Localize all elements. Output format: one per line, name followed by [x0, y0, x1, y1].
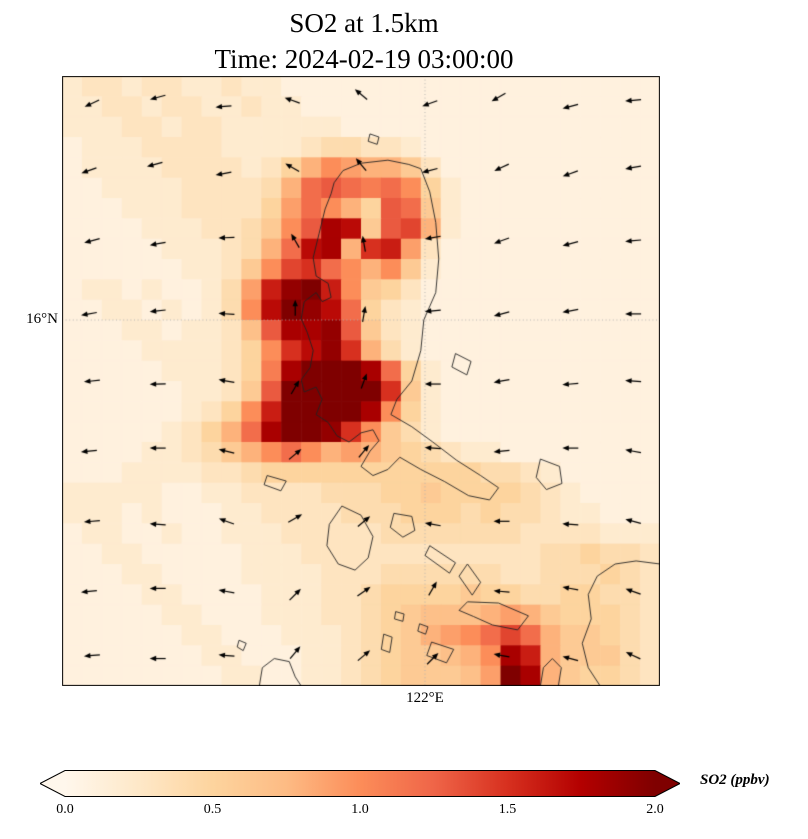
colorbar-tick-0: 0.0: [56, 802, 74, 817]
map-plot-area: [62, 76, 660, 686]
colorbar: [38, 770, 682, 797]
colorbar-ticks: 0.0 0.5 1.0 1.5 2.0: [40, 802, 680, 820]
colorbar-tick-3: 1.5: [498, 802, 517, 817]
colorbar-tick-4: 2.0: [646, 802, 664, 817]
colorbar-label: SO2 (ppbv): [700, 772, 770, 788]
colorbar-tick-1: 0.5: [203, 802, 222, 817]
x-axis-tick-122E: 122°E: [406, 690, 444, 706]
map-canvas: [62, 76, 660, 686]
colorbar-gradient: [38, 770, 682, 797]
colorbar-bar: [38, 770, 682, 797]
chart-subtitle: Time: 2024-02-19 03:00:00: [214, 44, 514, 74]
y-axis-tick-16N: 16°N: [26, 311, 58, 327]
chart-title-block: SO2 at 1.5km Time: 2024-02-19 03:00:00: [0, 5, 728, 77]
chart-title: SO2 at 1.5km: [289, 8, 439, 38]
colorbar-tick-2: 1.0: [351, 802, 369, 817]
